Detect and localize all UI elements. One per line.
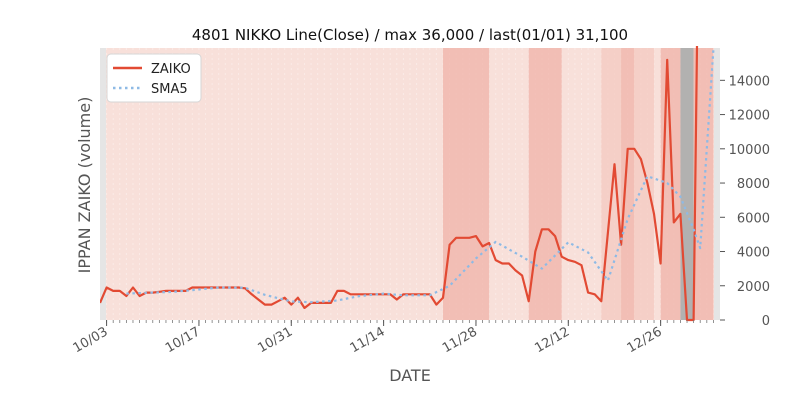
x-axis-label: DATE <box>389 366 431 385</box>
series-zaiko-line <box>100 46 699 322</box>
y-tick-label: 8000 <box>737 177 770 192</box>
legend-box <box>106 53 202 103</box>
y-tick-label: 14000 <box>729 74 770 89</box>
x-tick-label: 12/12 <box>532 324 572 356</box>
x-tick-label: 10/17 <box>163 324 203 356</box>
y-tick-label: 6000 <box>737 211 770 226</box>
y-axis-label: IPPAN ZAIKO (volume) <box>75 97 94 274</box>
legend: ZAIKO SMA5 <box>106 53 202 103</box>
x-tick-label: 12/26 <box>625 324 665 356</box>
legend-label-sma5: SMA5 <box>151 82 188 97</box>
series-lines <box>100 46 715 322</box>
x-tick-label: 11/28 <box>440 324 480 356</box>
shaded-band <box>680 48 694 320</box>
shaded-band <box>621 48 635 320</box>
y-tick-label: 4000 <box>737 246 770 261</box>
x-tick-label: 10/31 <box>255 324 295 356</box>
y-tick-label: 2000 <box>737 280 770 295</box>
y-tick-label: 12000 <box>729 109 770 124</box>
shaded-band <box>528 48 562 320</box>
shaded-bands <box>442 48 714 320</box>
left-edge-strip <box>100 48 106 320</box>
y-tick-label: 0 <box>762 314 770 329</box>
series-sma5-line <box>126 49 715 304</box>
legend-label-zaiko: ZAIKO <box>151 62 191 77</box>
x-tick-label: 10/03 <box>71 324 111 356</box>
y-tick-label: 10000 <box>729 143 770 158</box>
x-tick-label: 11/14 <box>348 324 388 356</box>
shaded-band <box>442 48 490 320</box>
right-edge-strip <box>714 48 720 320</box>
chart-title: 4801 NIKKO Line(Close) / max 36,000 / la… <box>192 26 628 44</box>
